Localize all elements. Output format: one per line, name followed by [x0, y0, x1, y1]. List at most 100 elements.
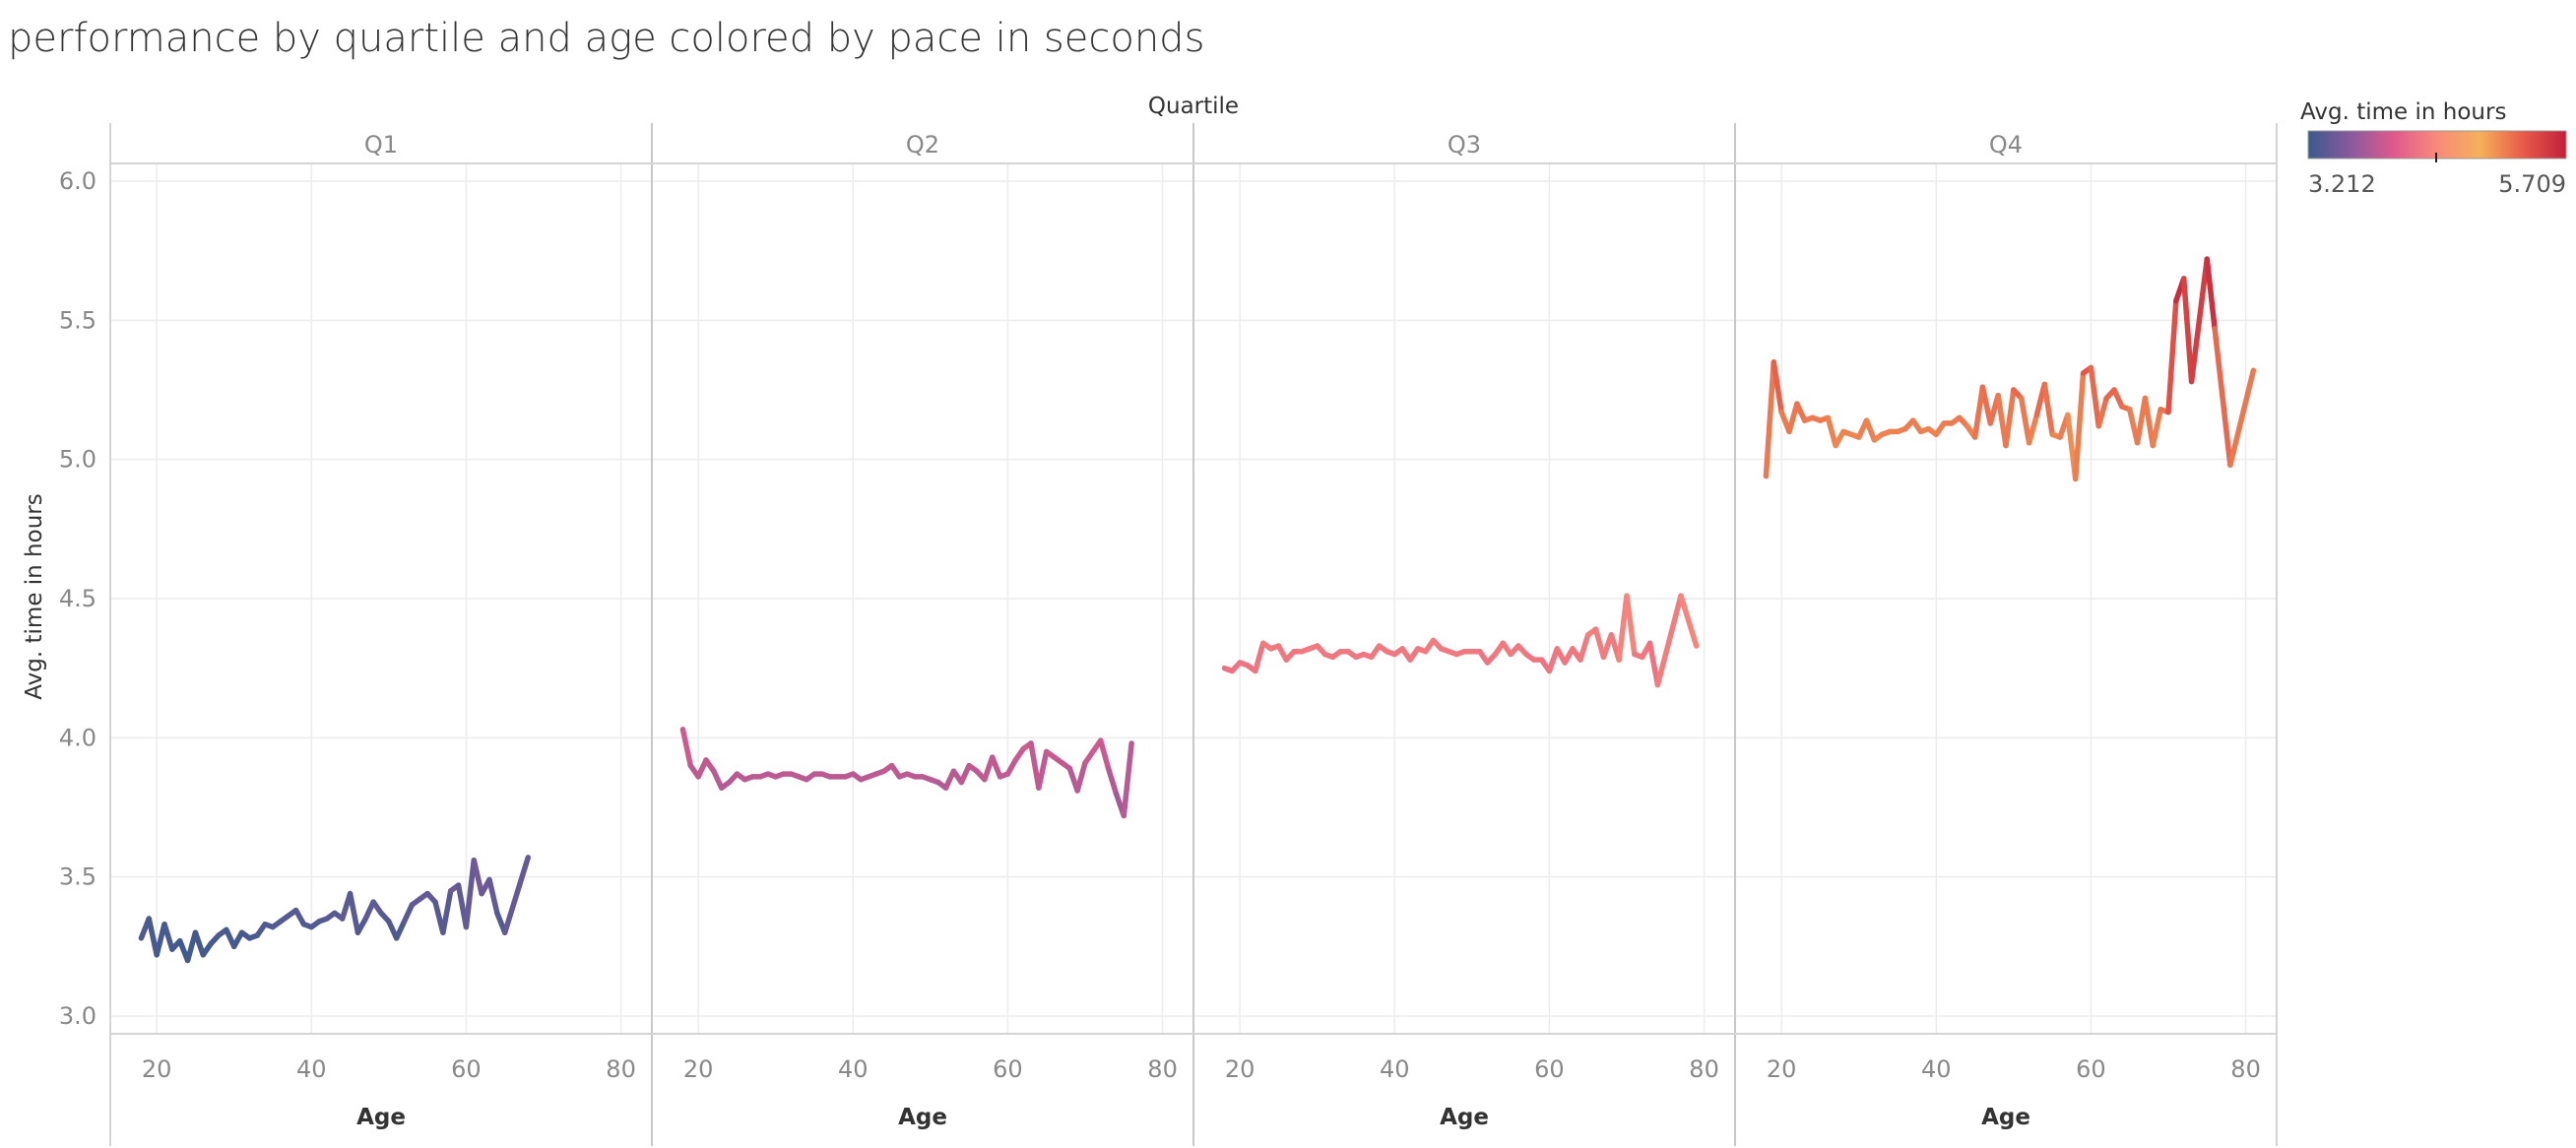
line-segment	[2150, 407, 2163, 449]
legend-title: Avg. time in hours	[2300, 99, 2506, 125]
line-segment	[2188, 256, 2211, 385]
legend: Avg. time in hours 3.212 5.709	[2300, 99, 2567, 198]
line-segment	[2026, 412, 2040, 446]
line-segment	[989, 754, 1003, 780]
line-segment	[1794, 401, 1808, 423]
line-segment	[1646, 640, 1661, 688]
line-segment	[958, 762, 972, 786]
series-q1	[138, 855, 532, 964]
x-tick-label: 60	[993, 1055, 1023, 1083]
line-segment	[1105, 765, 1120, 797]
facet-label-q1: Q1	[364, 131, 398, 159]
series-q4	[1763, 256, 2257, 482]
line-segment	[2165, 297, 2179, 415]
chart-title: performance by quartile and age colored …	[8, 16, 1205, 61]
line-segment	[1578, 631, 1591, 663]
x-tick-label: 40	[296, 1055, 327, 1083]
line-segment	[2111, 387, 2125, 410]
x-tick-label: 20	[1225, 1055, 1256, 1083]
line-segment	[1678, 593, 1700, 649]
x-tick-label: 80	[606, 1055, 636, 1083]
x-tick-label: 60	[451, 1055, 482, 1083]
line-segment	[463, 857, 478, 930]
x-axis-title: Age	[356, 1105, 406, 1130]
facet-label-q3: Q3	[1448, 131, 1481, 159]
x-tick-label: 60	[1534, 1055, 1565, 1083]
series-q3	[1221, 593, 1700, 688]
line-segment	[2088, 364, 2102, 429]
line-segment	[146, 916, 160, 958]
x-tick-label: 40	[1921, 1055, 1952, 1083]
line-segment	[1654, 593, 1684, 688]
line-segment	[2018, 395, 2032, 446]
line-segment	[1786, 401, 1800, 435]
series-layer	[138, 256, 2257, 964]
line-segment	[1028, 740, 1042, 791]
line-segment	[1763, 358, 1777, 479]
x-tick-label: 80	[1147, 1055, 1178, 1083]
series-q2	[679, 727, 1134, 819]
y-tick-label: 3.0	[59, 1002, 97, 1030]
y-axis-title: Avg. time in hours	[22, 493, 47, 699]
facet-title: Quartile	[1148, 94, 1239, 119]
facet-label-q4: Q4	[1989, 131, 2023, 159]
line-segment	[1546, 646, 1561, 674]
line-segment	[1771, 358, 1784, 415]
x-tick-label: 20	[142, 1055, 172, 1083]
y-tick-label: 6.0	[59, 167, 97, 195]
line-segment	[471, 857, 484, 897]
x-axis-title: Age	[1440, 1105, 1489, 1130]
line-segment	[184, 929, 199, 964]
legend-min-label: 3.212	[2308, 170, 2376, 198]
frame-layer	[109, 123, 2278, 1146]
line-segment	[1863, 417, 1878, 443]
x-axis-title: Age	[898, 1105, 947, 1130]
y-tick-label: 3.5	[59, 863, 97, 891]
line-segment	[1825, 415, 1838, 449]
line-segment	[2142, 395, 2157, 449]
line-segment	[1979, 384, 1994, 426]
line-segment	[2003, 387, 2017, 449]
line-segment	[2180, 276, 2195, 385]
line-segment	[401, 902, 416, 925]
x-tick-label: 40	[838, 1055, 869, 1083]
x-tick-label: 20	[683, 1055, 714, 1083]
line-segment	[161, 921, 175, 952]
line-segment	[2041, 381, 2055, 437]
line-segment	[501, 855, 532, 935]
x-tick-label: 60	[2076, 1055, 2106, 1083]
line-segment	[1121, 740, 1134, 819]
facet-label-q2: Q2	[906, 131, 939, 159]
line-segment	[440, 888, 454, 935]
x-tick-label: 80	[2230, 1055, 2261, 1083]
line-segment	[2212, 326, 2233, 469]
line-segment	[393, 919, 408, 941]
y-tick-label: 4.5	[59, 585, 97, 612]
line-segment	[192, 929, 207, 958]
x-axis-title: Age	[1981, 1105, 2030, 1130]
line-segment	[1624, 593, 1638, 658]
line-segment	[1074, 760, 1088, 794]
line-segment	[1971, 384, 1986, 440]
line-segment	[1253, 640, 1266, 674]
line-segment	[2095, 395, 2109, 429]
x-tick-label: 40	[1380, 1055, 1410, 1083]
line-segment	[1592, 626, 1607, 661]
x-tick-label: 80	[1689, 1055, 1719, 1083]
y-tick-label: 5.5	[59, 306, 97, 334]
line-segment	[711, 768, 725, 791]
line-segment	[486, 876, 500, 917]
line-segment	[1097, 737, 1112, 772]
line-segment	[1036, 748, 1050, 791]
y-tick-label: 5.0	[59, 446, 97, 474]
legend-max-label: 5.709	[2498, 170, 2566, 198]
line-segment	[2227, 367, 2257, 469]
x-tick-label: 20	[1767, 1055, 1797, 1083]
y-tick-label: 4.0	[59, 724, 97, 751]
label-layer: 3.0 3.5 4.0 4.5 5.0 5.5 6.0 20 40 60 80 Q1 Age 20 40 60…	[22, 94, 2261, 1130]
line-segment	[679, 727, 694, 769]
line-segment	[154, 921, 167, 958]
line-segment	[2204, 256, 2218, 332]
line-segment	[2072, 370, 2087, 482]
